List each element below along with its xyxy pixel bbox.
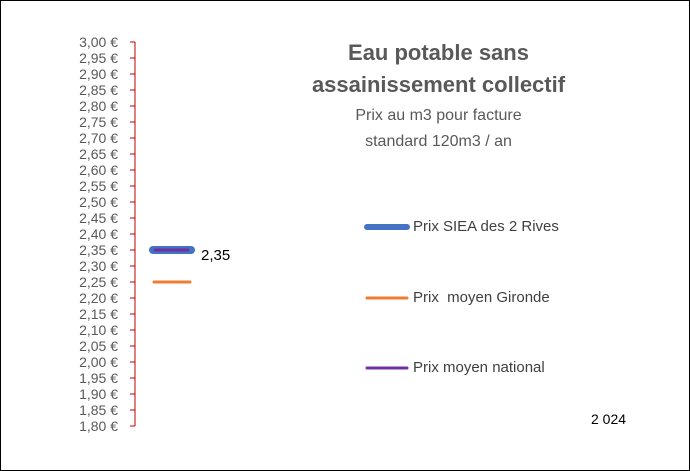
y-tick-label: 2,95 € [79, 50, 118, 66]
y-tick-label: 3,00 € [79, 34, 118, 50]
y-tick-label: 2,10 € [79, 322, 118, 338]
chart-title-line-2: assainissement collectif [311, 72, 566, 97]
chart-title-line-1: Eau potable sans [348, 40, 529, 65]
y-tick-label: 2,05 € [79, 338, 118, 354]
legend-label-gironde: Prix moyen Gironde [413, 289, 550, 306]
y-tick-label: 1,95 € [79, 370, 118, 386]
y-tick-label: 2,25 € [79, 274, 118, 290]
y-tick-label: 1,90 € [79, 386, 118, 402]
y-tick-label: 2,80 € [79, 98, 118, 114]
y-tick-label: 2,75 € [79, 114, 118, 130]
y-tick-label: 2,85 € [79, 82, 118, 98]
legend-label-siea: Prix SIEA des 2 Rives [413, 218, 559, 235]
legend-label-national: Prix moyen national [413, 359, 545, 376]
y-tick-label: 2,50 € [79, 194, 118, 210]
year-annotation: 2 024 [591, 411, 627, 427]
y-tick-label: 2,15 € [79, 306, 118, 322]
chart-subtitle-line-2: standard 120m3 / an [365, 133, 512, 150]
y-tick-label: 2,30 € [79, 258, 118, 274]
y-tick-label: 2,70 € [79, 130, 118, 146]
y-tick-label: 2,20 € [79, 290, 118, 306]
chart-subtitle-line-1: Prix au m3 pour facture [355, 107, 522, 124]
y-tick-label: 2,45 € [79, 210, 118, 226]
y-tick-label: 2,60 € [79, 162, 118, 178]
y-tick-label: 1,80 € [79, 418, 118, 434]
y-tick-label: 1,85 € [79, 402, 118, 418]
y-tick-label: 2,55 € [79, 178, 118, 194]
y-tick-label: 2,90 € [79, 66, 118, 82]
y-tick-label: 2,65 € [79, 146, 118, 162]
y-tick-label: 2,00 € [79, 354, 118, 370]
data-label-siea: 2,35 [201, 247, 230, 264]
y-tick-label: 2,35 € [79, 242, 118, 258]
y-tick-label: 2,40 € [79, 226, 118, 242]
